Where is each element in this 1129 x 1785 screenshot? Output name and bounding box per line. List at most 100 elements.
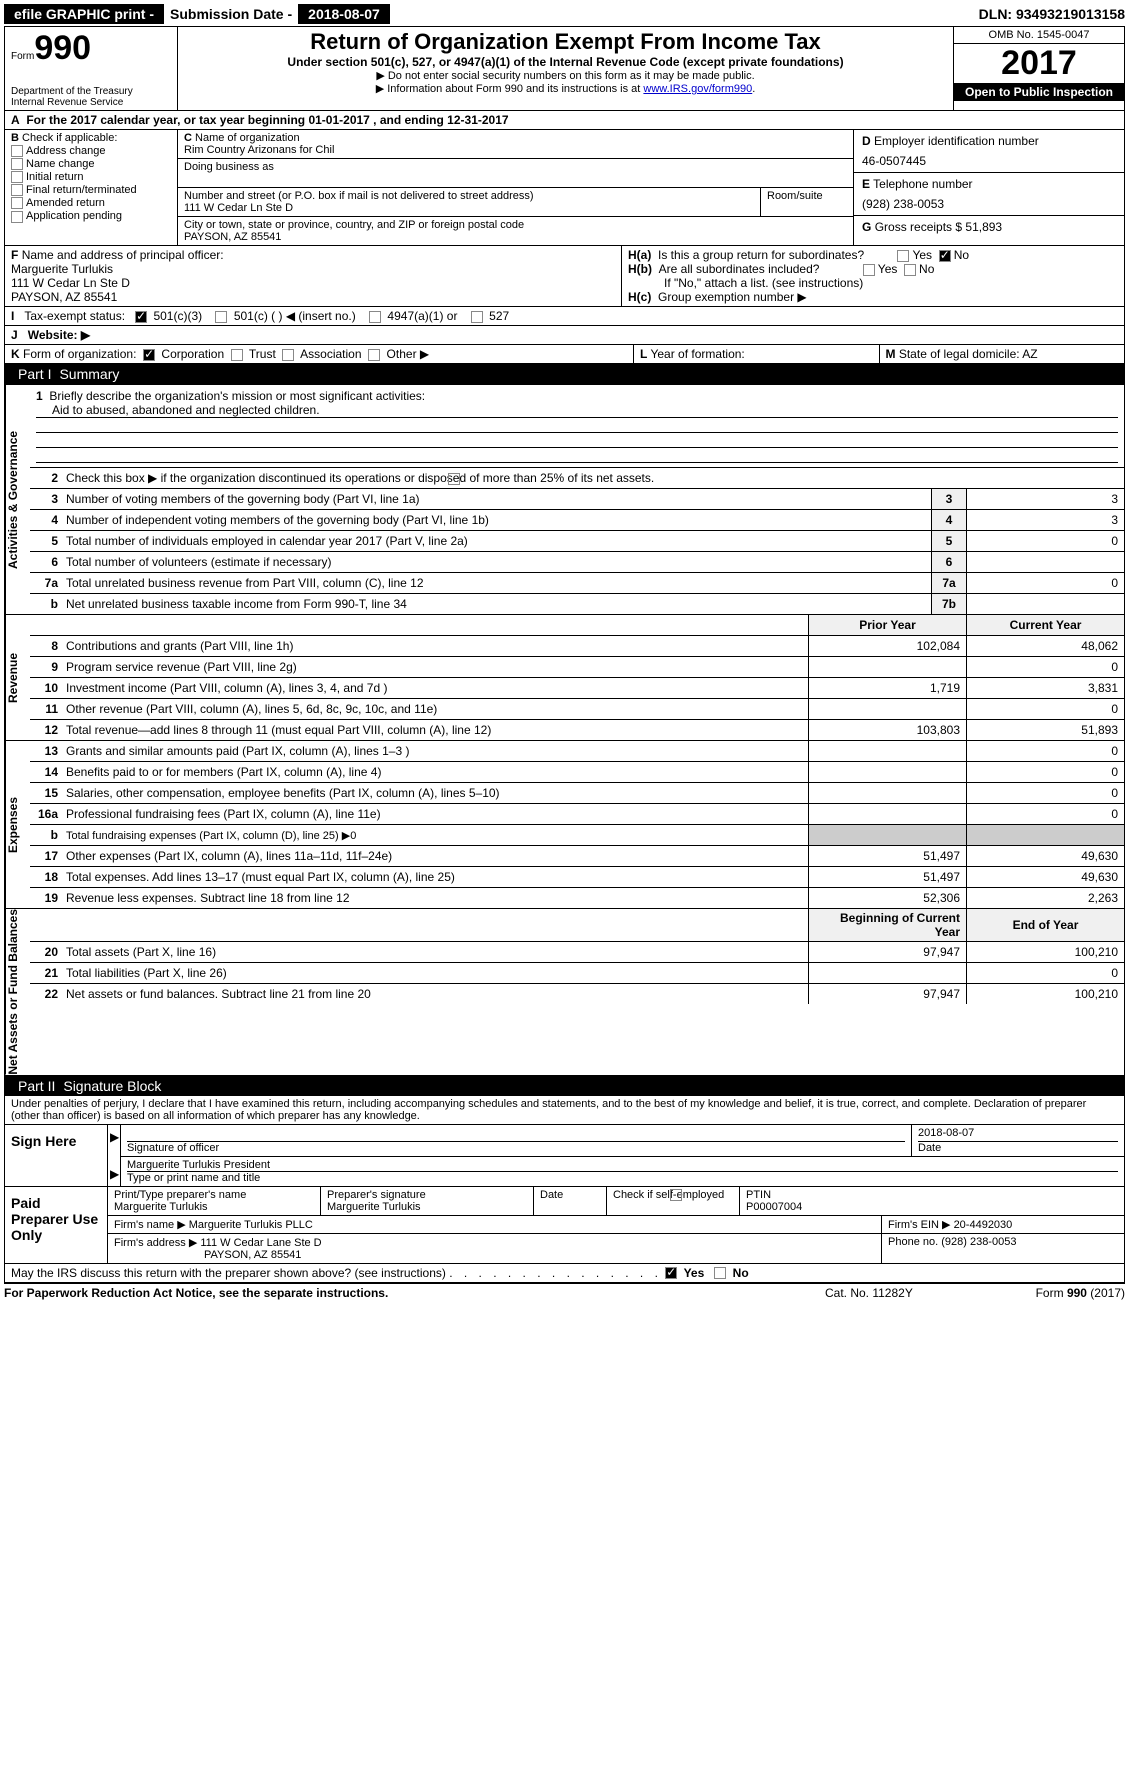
ag-sidebar: Activities & Governance [5,385,30,614]
eoy-hdr: End of Year [966,909,1124,941]
line5-desc: Total number of individuals employed in … [62,532,931,550]
line16b-py [808,825,966,845]
firm-name-label: Firm's name ▶ [114,1219,186,1231]
rev-sidebar: Revenue [5,615,30,740]
hb-yes-checkbox[interactable] [863,264,875,276]
firm-phone-label: Phone no. [888,1236,938,1248]
final-return-checkbox[interactable] [11,184,23,196]
501c3-checkbox[interactable] [135,311,147,323]
firm-addr-label: Firm's address ▶ [114,1237,197,1249]
line15-cy: 0 [966,783,1124,803]
line8-py: 102,084 [808,636,966,656]
sign-here-label: Sign Here [5,1125,108,1186]
501c-checkbox[interactable] [215,311,227,323]
527-checkbox[interactable] [471,311,483,323]
mission-blank3 [36,448,1118,463]
line7b-val [966,594,1124,614]
discuss-no-checkbox[interactable] [714,1267,726,1279]
box-f-h: F Name and address of principal officer:… [4,246,1125,307]
line20-py: 97,947 [808,942,966,962]
ha-yes-checkbox[interactable] [897,250,909,262]
org-name: Rim Country Arizonans for Chil [184,144,847,156]
section-a-row: A For the 2017 calendar year, or tax yea… [4,111,1125,130]
address-change-checkbox[interactable] [11,145,23,157]
ein-value: 46-0507445 [862,154,1116,168]
line21-py [808,963,966,983]
assn-checkbox[interactable] [282,349,294,361]
application-pending-checkbox[interactable] [11,211,23,223]
line21-cy: 0 [966,963,1124,983]
prep-sig: Marguerite Turlukis [327,1201,527,1213]
officer-addr: 111 W Cedar Ln Ste D [11,276,615,290]
line20-cy: 100,210 [966,942,1124,962]
amended-return-checkbox[interactable] [11,197,23,209]
phone-label: E Telephone number [862,177,1116,191]
dln: DLN: 93493219013158 [979,6,1125,22]
corp-checkbox[interactable] [143,349,155,361]
line9-py [808,657,966,677]
line15-py [808,783,966,803]
4947-checkbox[interactable] [369,311,381,323]
prep-self-employed: Check if self-employed [607,1187,740,1215]
printed-name-label: Type or print name and title [127,1172,1118,1184]
form-subtitle: Under section 501(c), 527, or 4947(a)(1)… [194,55,937,69]
open-to-public: Open to Public Inspection [954,83,1124,101]
line12-cy: 51,893 [966,720,1124,740]
omb-number: OMB No. 1545-0047 [954,27,1124,44]
line16a-py [808,804,966,824]
hc-label: Group exemption number ▶ [658,290,807,304]
firm-ein-label: Firm's EIN ▶ [888,1219,951,1231]
gross-label: Gross receipts $ [875,220,962,234]
firm-city: PAYSON, AZ 85541 [114,1249,875,1261]
boy-hdr: Beginning of Current Year [808,909,966,941]
other-checkbox[interactable] [368,349,380,361]
hb-label: Are all subordinates included? [659,262,820,276]
self-employed-checkbox[interactable] [670,1189,682,1201]
line5-val: 0 [966,531,1124,551]
trust-checkbox[interactable] [231,349,243,361]
line6-desc: Total number of volunteers (estimate if … [62,553,931,571]
ein-label: D Employer identification number [862,134,1116,148]
prep-date-label: Date [534,1187,607,1215]
na-sidebar: Net Assets or Fund Balances [5,909,30,1075]
line11-cy: 0 [966,699,1124,719]
line20-desc: Total assets (Part X, line 16) [62,943,808,961]
line15-desc: Salaries, other compensation, employee b… [62,784,808,802]
line13-desc: Grants and similar amounts paid (Part IX… [62,742,808,760]
name-change-checkbox[interactable] [11,158,23,170]
form-number: 990 [34,29,91,67]
line17-cy: 49,630 [966,846,1124,866]
line19-cy: 2,263 [966,888,1124,908]
efile-button[interactable]: efile GRAPHIC print - [4,4,164,24]
line14-py [808,762,966,782]
firm-ein: 20-4492030 [954,1219,1013,1231]
discontinued-checkbox[interactable] [448,473,460,485]
line13-py [808,741,966,761]
form-footer: For Paperwork Reduction Act Notice, see … [4,1284,1125,1302]
net-assets-section: Net Assets or Fund Balances Beginning of… [4,909,1125,1076]
sig-date-label: Date [918,1142,1118,1154]
exp-sidebar: Expenses [5,741,30,908]
firm-phone: (928) 238-0053 [941,1236,1016,1248]
year-formation: Year of formation: [650,347,744,361]
ptin-value: P00007004 [746,1201,1118,1213]
revenue-section: Revenue Prior YearCurrent Year 8Contribu… [4,615,1125,741]
phone-value: (928) 238-0053 [862,197,1116,211]
line11-py [808,699,966,719]
perjury-statement: Under penalties of perjury, I declare th… [4,1096,1125,1125]
form-id: Form 990 (2017) [985,1286,1125,1300]
line18-cy: 49,630 [966,867,1124,887]
irs-link[interactable]: www.IRS.gov/form990 [643,83,752,95]
line7a-val: 0 [966,573,1124,593]
initial-return-checkbox[interactable] [11,171,23,183]
preparer-label: Paid Preparer Use Only [5,1187,108,1263]
box-i: I Tax-exempt status: 501(c)(3) 501(c) ( … [4,307,1125,326]
line7a-desc: Total unrelated business revenue from Pa… [62,574,931,592]
line10-desc: Investment income (Part VIII, column (A)… [62,679,808,697]
hb-no-checkbox[interactable] [904,264,916,276]
firm-name: Marguerite Turlukis PLLC [189,1219,313,1231]
discuss-yes-checkbox[interactable] [665,1267,677,1279]
hb-note: If "No," attach a list. (see instruction… [628,276,1118,290]
ha-no-checkbox[interactable] [939,250,951,262]
note-ssn: ▶ Do not enter social security numbers o… [194,69,937,82]
